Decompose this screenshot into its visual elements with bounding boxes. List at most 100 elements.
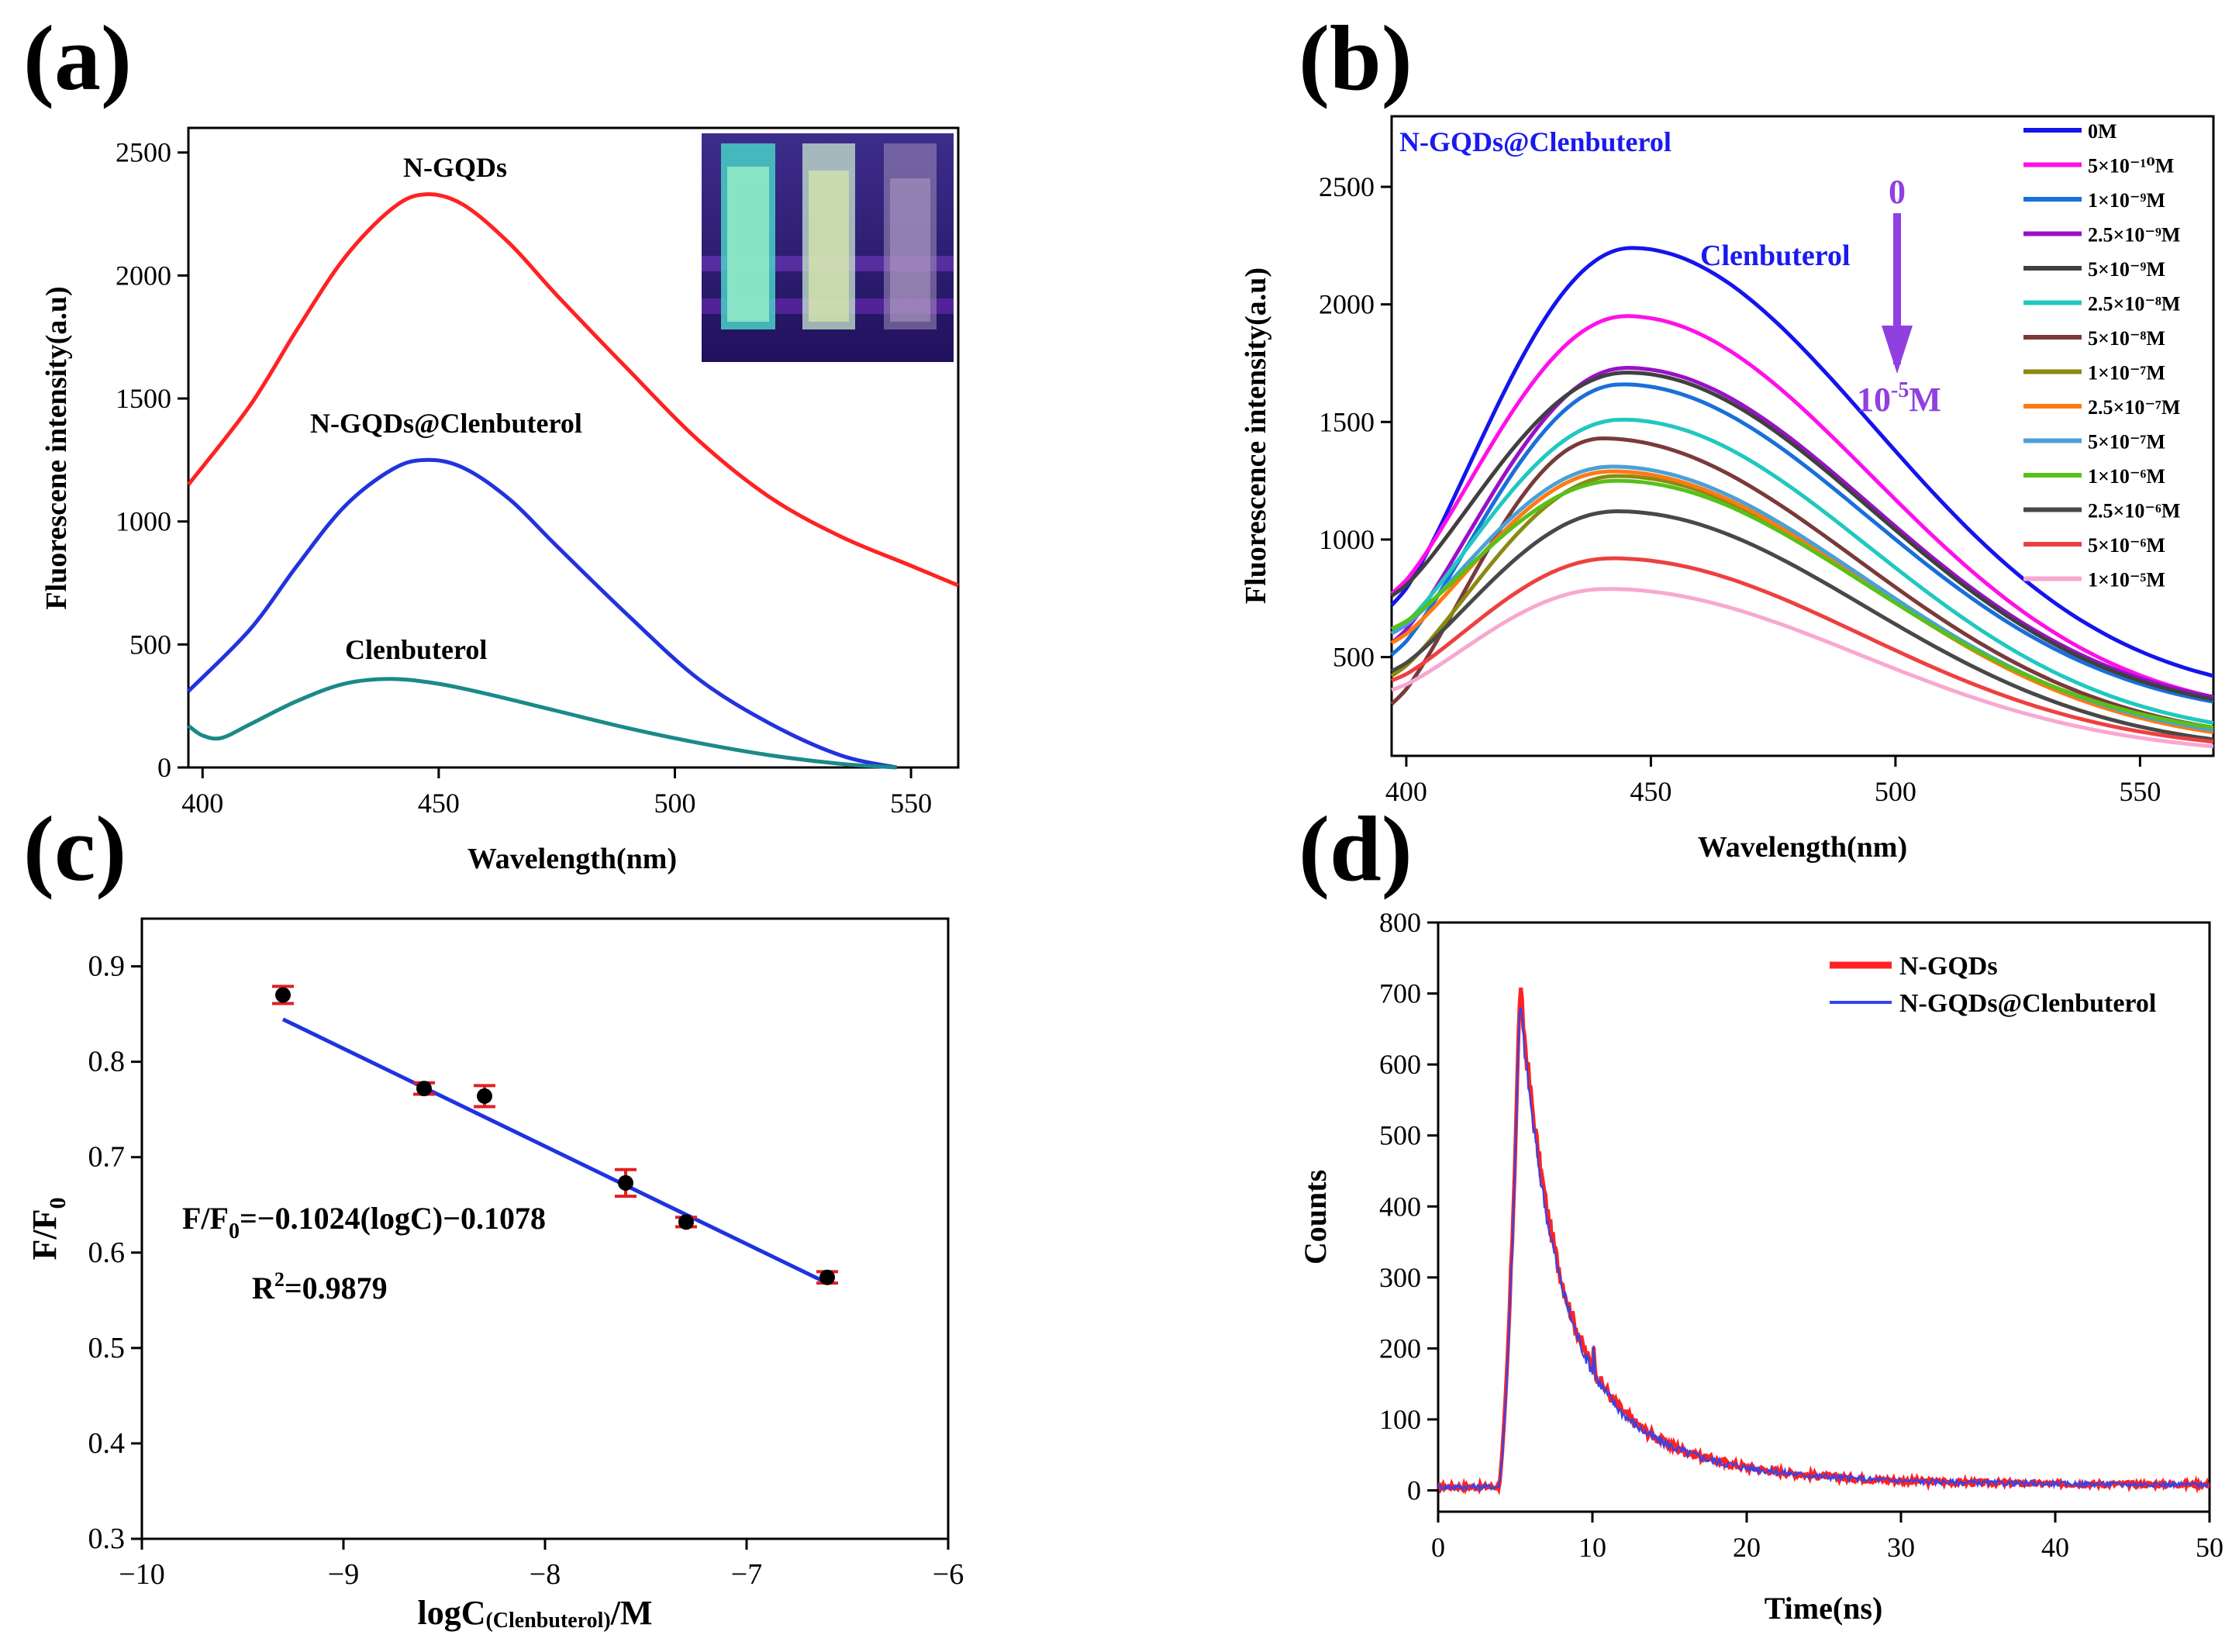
y-tick-label: 400: [1379, 1191, 1421, 1222]
data-point: [678, 1214, 694, 1230]
fit-line: [281, 1017, 829, 1285]
series-line-n-gqds-clenbuterol: [1437, 1007, 2210, 1492]
y-tick-label: 0.5: [88, 1332, 126, 1364]
panel-d-legend: N-GQDs N-GQDs@Clenbuterol: [1830, 952, 2156, 1018]
panel-b-series: [1390, 246, 2214, 749]
data-point: [275, 987, 291, 1003]
x-tick-label: −8: [530, 1558, 561, 1591]
panel-c-frame: [140, 917, 950, 1540]
panel-c-ylabel: F/F0: [26, 1198, 71, 1261]
y-tick-label: 0.6: [88, 1236, 126, 1269]
y-tick-label: 0.3: [88, 1523, 126, 1555]
series-line-11: [1390, 509, 2214, 742]
y-tick-label: 0.7: [88, 1141, 126, 1174]
series-line-4: [1390, 371, 2214, 702]
panel-c-label: (c): [23, 797, 126, 900]
x-tick-label: −9: [328, 1558, 359, 1591]
panel-b-frame: [1390, 115, 2215, 757]
x-tick-label: 30: [1887, 1532, 1915, 1563]
x-tick-label: −7: [731, 1558, 762, 1591]
x-tick-label: 0: [1431, 1532, 1445, 1563]
panel-a-label: (a): [23, 6, 132, 109]
y-tick-label: 0.8: [88, 1046, 126, 1078]
legend-label: 1×10⁻⁵M: [2088, 569, 2165, 591]
series-line-n-gqds-clenbuterol: [187, 457, 898, 770]
legend-label: 0M: [2088, 120, 2117, 143]
legend-label: N-GQDs: [1899, 952, 1998, 981]
series-line-8: [1390, 469, 2214, 735]
x-tick-label: 400: [181, 788, 223, 819]
y-tick-label: 1000: [116, 506, 171, 537]
arrow-top-label: 0: [1889, 173, 1906, 211]
x-tick-label: 50: [2196, 1532, 2223, 1563]
data-point: [416, 1081, 432, 1097]
legend-label: 5×10⁻⁹M: [2088, 258, 2165, 281]
data-point: [819, 1269, 835, 1285]
panel-a-ylabel: Fluorescene intensity(a.u): [40, 286, 73, 609]
series-line-n-gqds: [187, 191, 959, 588]
x-tick-label: −10: [119, 1558, 164, 1591]
y-tick-label: 1000: [1319, 524, 1375, 555]
y-tick-label: 500: [129, 629, 171, 660]
series-line-2: [1390, 382, 2214, 704]
y-tick-label: 200: [1379, 1333, 1421, 1364]
x-tick-label: −6: [933, 1558, 964, 1591]
legend-label: 2.5×10⁻⁶M: [2088, 500, 2180, 523]
series-line-10: [1390, 478, 2214, 730]
panel-b-ticks: 400 450 500 550 500 1000 1500 2000 2500: [1319, 171, 2161, 807]
x-tick-label: 10: [1578, 1532, 1606, 1563]
legend-label: 5×10⁻¹⁰M: [2088, 155, 2174, 178]
y-tick-label: 1500: [1319, 406, 1375, 437]
panel-a-ticks: 400 450 500 550 0 500 1000 1500 2000 2500: [116, 137, 932, 819]
panel-b-clenbuterol-label: Clenbuterol: [1700, 240, 1851, 272]
panel-d: (d) 0 10 20 30 40 500100200300400500600700800…: [1298, 797, 2223, 1626]
series-line-13: [1391, 587, 2214, 749]
panel-a-series: [187, 191, 959, 770]
x-tick-label: 500: [654, 788, 695, 819]
y-tick-label: 800: [1379, 907, 1421, 938]
legend-label: 5×10⁻⁸M: [2088, 327, 2165, 350]
series-line-3: [1390, 365, 2214, 699]
legend-label: 5×10⁻⁷M: [2088, 431, 2165, 454]
r-squared: R2=0.9879: [252, 1268, 388, 1305]
data-point: [618, 1174, 633, 1191]
x-tick-label: 450: [418, 788, 460, 819]
legend-label: 1×10⁻⁷M: [2088, 362, 2165, 385]
legend-label: 1×10⁻⁶M: [2088, 465, 2165, 488]
panel-c-plot: [272, 985, 838, 1285]
data-point: [477, 1088, 492, 1104]
y-tick-label: 600: [1379, 1049, 1421, 1080]
series-line-clenbuterol: [187, 677, 897, 770]
legend-label: 2.5×10⁻⁸M: [2088, 293, 2180, 316]
panel-d-ylabel: Counts: [1298, 1170, 1333, 1264]
y-tick-label: 100: [1379, 1404, 1421, 1435]
series-line-12: [1390, 556, 2214, 744]
label-clenbuterol: Clenbuterol: [345, 634, 487, 665]
legend-label: 2.5×10⁻⁹M: [2088, 224, 2180, 247]
panel-d-label: (d): [1299, 797, 1413, 900]
x-tick-label: 40: [2041, 1532, 2069, 1563]
series-line-1: [1390, 314, 2214, 699]
x-tick-label: 550: [2119, 776, 2161, 807]
y-tick-label: 2500: [116, 137, 171, 168]
panel-b-label: (b): [1299, 6, 1413, 109]
series-line-0: [1390, 246, 2214, 678]
panel-d-frame: [1437, 921, 2211, 1513]
y-tick-label: 1500: [116, 383, 171, 414]
x-tick-label: 20: [1733, 1532, 1761, 1563]
inset-photo-cuvettes: [702, 133, 954, 362]
arrow-bottom-label: 10-5M: [1857, 378, 1941, 419]
label-n-gqds-clenbuterol: N-GQDs@Clenbuterol: [310, 408, 582, 439]
panel-b-ylabel: Fluorescence intensity(a.u): [1240, 267, 1272, 604]
panel-b-xlabel: Wavelength(nm): [1698, 831, 1907, 864]
panel-b: (b) 400 450 500 550 500 1000 1500 2000 2500 0M 5×…: [1240, 6, 2215, 864]
panel-c: (c) −10 −9 −8 −7 −6 0.3 0.4 0.5 0.6 0.7 0.8 0.9 F/F…: [23, 797, 964, 1633]
panel-b-legend: 0M 5×10⁻¹⁰M 1×10⁻⁹M 2.5×10⁻⁹M 5×10⁻⁹M 2.5×10⁻…: [2023, 120, 2180, 591]
series-line-5: [1390, 417, 2214, 725]
x-tick-label: 550: [890, 788, 932, 819]
x-tick-label: 500: [1875, 776, 1916, 807]
x-tick-label: 450: [1630, 776, 1671, 807]
legend-label: 2.5×10⁻⁷M: [2088, 396, 2180, 419]
legend-label: 1×10⁻⁹M: [2088, 189, 2165, 212]
